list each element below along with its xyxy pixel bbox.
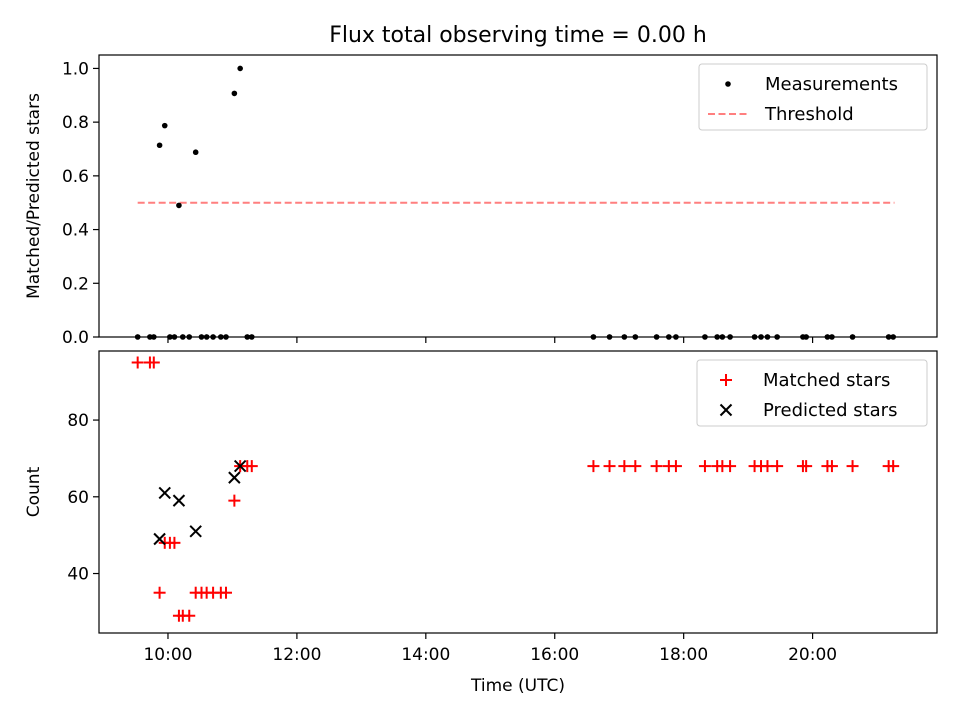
top-y-tick-label: 0.6	[62, 167, 89, 187]
top-y-tick-label: 0.4	[62, 221, 89, 241]
legend-entry-label: Threshold	[764, 104, 854, 125]
matched-stars-point	[724, 460, 737, 473]
legend-marker-swatch	[725, 81, 731, 87]
legend-entry-label: Measurements	[765, 74, 898, 95]
matched-stars-point	[669, 460, 682, 473]
measurements-point	[192, 149, 199, 156]
matched-stars-point	[846, 460, 859, 473]
measurements-point	[176, 202, 182, 209]
bottom-y-tick-label: 80	[67, 411, 89, 431]
top-y-tick-label: 1.0	[62, 59, 89, 79]
x-axis-label: Time (UTC)	[470, 676, 565, 696]
predicted-stars-point	[153, 532, 166, 546]
matched-stars-point	[800, 460, 813, 473]
matched-stars-point	[168, 536, 181, 549]
x-tick-label: 20:00	[788, 645, 837, 665]
legend-marker-swatch	[719, 403, 733, 417]
matched-stars-point	[228, 494, 241, 507]
x-tick-label: 10:00	[143, 645, 192, 665]
matched-stars-point	[147, 356, 160, 369]
top-y-tick-label: 0.8	[62, 113, 89, 133]
matched-stars-point	[219, 586, 232, 599]
x-tick-label: 16:00	[530, 645, 579, 665]
measurements-point	[161, 122, 168, 129]
legend-entry-label: Matched stars	[763, 370, 890, 391]
x-tick-label: 18:00	[659, 645, 708, 665]
chart-title: Flux total observing time = 0.00 h	[329, 23, 707, 48]
top-y-tick-label: 0.0	[62, 328, 89, 348]
measurements-point	[156, 142, 163, 149]
legend-marker-swatch	[720, 374, 732, 386]
matched-stars-point	[629, 460, 642, 473]
top-panel: Matched/Predicted stars 0.0 0.2 0.4 0.6 0.8 1.…	[24, 54, 938, 348]
predicted-stars-point	[158, 486, 171, 500]
matched-stars-point	[183, 609, 196, 622]
legend-box	[698, 63, 928, 131]
top-plot-frame	[98, 54, 938, 338]
measurements-point	[231, 90, 238, 97]
predicted-stars-point	[228, 471, 241, 484]
matched-stars-point	[618, 460, 631, 473]
predicted-stars-point	[172, 494, 186, 507]
matched-stars-point	[825, 460, 838, 473]
matched-stars-point	[131, 356, 144, 369]
predicted-stars-point	[233, 459, 247, 473]
bottom-panel: Count 40 60 80 10:00 12:00 14:00 16:00 18:00 20:0…	[24, 350, 938, 665]
matched-stars-point	[245, 460, 258, 473]
matched-stars-point	[698, 460, 711, 473]
legend-box	[696, 359, 928, 427]
matched-stars-point	[771, 460, 784, 473]
x-tick-label: 12:00	[272, 645, 321, 665]
predicted-stars-point	[189, 525, 202, 538]
matched-stars-point	[887, 460, 900, 473]
top-y-tick-label: 0.2	[62, 274, 89, 294]
legend-entry-label: Predicted stars	[763, 400, 897, 421]
bottom-plot-frame	[98, 350, 938, 634]
bottom-y-tick-label: 60	[67, 488, 89, 508]
matched-stars-point	[153, 586, 166, 599]
measurements-point	[237, 65, 243, 72]
bottom-y-axis-label: Count	[24, 466, 44, 517]
bottom-legend: Matched stars Predicted stars	[696, 359, 928, 427]
bottom-y-tick-label: 40	[67, 565, 89, 585]
top-y-axis-label: Matched/Predicted stars	[24, 93, 44, 299]
matched-stars-point	[587, 460, 600, 473]
top-legend: Measurements Threshold	[698, 63, 928, 131]
x-tick-label: 14:00	[401, 645, 450, 665]
bottom-data-points	[131, 356, 900, 622]
matched-stars-point	[603, 460, 616, 473]
matched-stars-point	[650, 460, 663, 473]
